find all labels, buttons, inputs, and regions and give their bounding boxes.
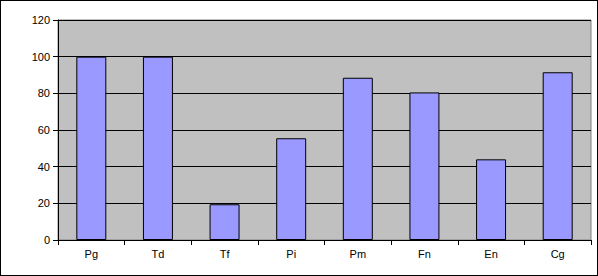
svg-text:120: 120 (32, 14, 50, 26)
svg-text:80: 80 (38, 87, 50, 99)
svg-text:Pm: Pm (350, 248, 367, 260)
svg-text:Tf: Tf (220, 248, 231, 260)
svg-text:Td: Td (152, 248, 165, 260)
svg-text:60: 60 (38, 124, 50, 136)
svg-text:En: En (484, 248, 497, 260)
svg-text:Pi: Pi (286, 248, 296, 260)
svg-text:Cg: Cg (551, 248, 565, 260)
svg-text:40: 40 (38, 161, 50, 173)
svg-text:Fn: Fn (418, 248, 431, 260)
svg-text:20: 20 (38, 197, 50, 209)
svg-text:0: 0 (44, 234, 50, 246)
svg-text:Pg: Pg (85, 248, 98, 260)
svg-text:100: 100 (32, 51, 50, 63)
